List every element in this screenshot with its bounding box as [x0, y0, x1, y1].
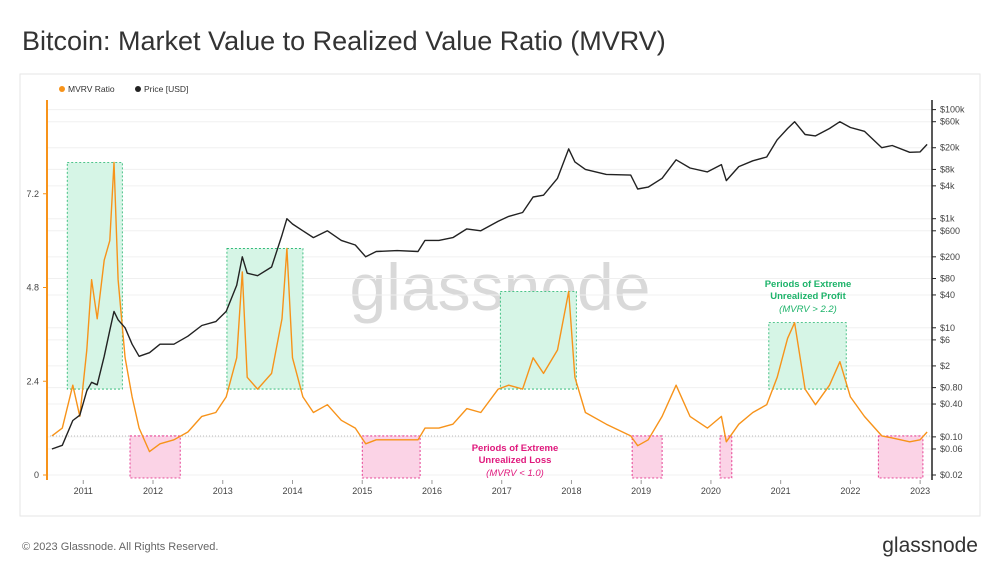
legend-label: MVRV Ratio: [68, 84, 115, 94]
y2-tick-label: $100k: [940, 105, 965, 115]
x-tick-label: 2013: [213, 486, 233, 496]
x-tick-label: 2021: [771, 486, 791, 496]
y2-tick-label: $60k: [940, 117, 960, 127]
series-line: [51, 161, 928, 453]
y2-tick-label: $0.10: [940, 432, 963, 442]
y2-tick-label: $0.80: [940, 383, 963, 393]
chart-title: Bitcoin: Market Value to Realized Value …: [22, 26, 666, 56]
y2-tick-label: $600: [940, 226, 960, 236]
watermark: glassnode: [350, 250, 651, 324]
y-tick-label: 7.2: [26, 189, 39, 199]
y2-tick-label: $2: [940, 361, 950, 371]
period-box: [719, 435, 733, 479]
y2-tick-label: $0.40: [940, 399, 963, 409]
logo: glassnode: [882, 534, 978, 557]
y2-tick-label: $8k: [940, 164, 955, 174]
y2-tick-label: $0.06: [940, 444, 963, 454]
series-line: [51, 121, 928, 450]
y2-tick-label: $20k: [940, 143, 960, 153]
x-tick-label: 2011: [74, 486, 93, 496]
x-tick-label: 2023: [910, 486, 930, 496]
x-tick-label: 2022: [840, 486, 860, 496]
y-tick-label: 0: [34, 470, 39, 480]
x-tick-label: 2015: [352, 486, 372, 496]
y-tick-label: 2.4: [26, 376, 39, 386]
x-tick-label: 2019: [631, 486, 651, 496]
y2-tick-label: $40: [940, 290, 955, 300]
y2-tick-label: $1k: [940, 214, 955, 224]
legend-label: Price [USD]: [144, 84, 188, 94]
x-tick-label: 2017: [492, 486, 512, 496]
period-box: [66, 162, 123, 390]
period-box: [361, 435, 421, 479]
period-box: [768, 322, 847, 390]
period-box: [631, 435, 663, 479]
y2-tick-label: $80: [940, 274, 955, 284]
x-tick-label: 2016: [422, 486, 442, 496]
annotation-label: Periods of Extreme: [765, 279, 852, 290]
annotation-note: (MVRV > 2.2): [779, 304, 837, 315]
annotation-label: Unrealized Profit: [770, 291, 846, 302]
y2-tick-label: $6: [940, 335, 950, 345]
annotation-label: Unrealized Loss: [479, 455, 552, 466]
x-tick-label: 2018: [561, 486, 581, 496]
y2-tick-label: $10: [940, 323, 955, 333]
y2-tick-label: $0.02: [940, 470, 963, 480]
period-box: [129, 435, 181, 479]
y2-tick-label: $200: [940, 252, 960, 262]
y2-tick-label: $4k: [940, 181, 955, 191]
x-tick-label: 2020: [701, 486, 721, 496]
legend-swatch: [135, 86, 141, 92]
x-tick-label: 2014: [282, 486, 302, 496]
annotation-label: Periods of Extreme: [472, 443, 559, 454]
annotation-note: (MVRV < 1.0): [486, 468, 544, 479]
y-tick-label: 4.8: [26, 283, 39, 293]
footer: © 2023 Glassnode. All Rights Reserved.: [22, 541, 218, 553]
period-box: [877, 435, 924, 479]
legend-swatch: [59, 86, 65, 92]
period-box: [499, 291, 577, 390]
x-tick-label: 2012: [143, 486, 163, 496]
period-box: [226, 248, 304, 390]
